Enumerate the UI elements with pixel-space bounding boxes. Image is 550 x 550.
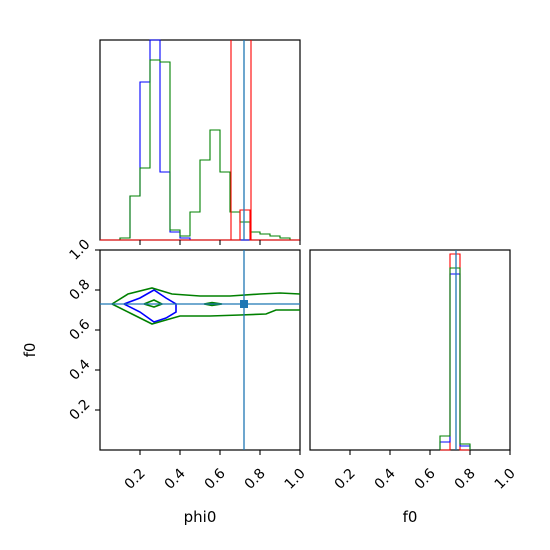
- f0-hist-blue: [439, 273, 471, 450]
- phi0-hist-green: [100, 59, 300, 241]
- f0-y-tick-label-0: 0.2: [66, 396, 93, 423]
- truth-marker: [240, 300, 248, 308]
- y-axis-title-f0: f0: [21, 343, 39, 358]
- f0-y-tick-label-2: 0.6: [66, 316, 93, 343]
- f0-x-tick-label-2: 0.6: [412, 466, 439, 493]
- f0-x-tick-label-0: 0.2: [332, 466, 359, 493]
- f0-histogram-panel: 0.2 0.4 0.6 0.8 1.0: [309, 249, 519, 493]
- x-axis-title-phi0: phi0: [184, 508, 217, 526]
- phi0-histogram-panel: [99, 39, 301, 245]
- phi0-x-tick-label-3: 0.8: [242, 466, 269, 493]
- f0-x-tick-label-3: 0.8: [452, 466, 479, 493]
- contour-blue-0: [123, 289, 177, 323]
- phi0-f0-contour-panel: 0.2 0.4 0.6 0.8 1.0 0.2 0.4 0.6 0.8 1.0: [66, 236, 308, 492]
- phi0-x-tick-label-2: 0.6: [202, 466, 229, 493]
- f0-y-tick-label-1: 0.4: [66, 356, 93, 383]
- contour-green-1: [111, 303, 300, 325]
- f0-y-tick-label-3: 0.8: [66, 276, 93, 303]
- phi0-hist-red-tail: [100, 209, 300, 241]
- f0-x-tick-label-4: 1.0: [492, 466, 519, 493]
- x-axis-title-f0: f0: [403, 508, 418, 526]
- f0-x-tick-label-1: 0.4: [372, 466, 399, 493]
- f0-y-tick-label-4: 1.0: [66, 236, 93, 263]
- contour-green-0: [111, 287, 301, 305]
- phi0-x-tick-label-1: 0.4: [162, 466, 189, 493]
- f0-hist-red: [440, 253, 470, 451]
- f0-hist-green: [439, 267, 471, 450]
- phi0-x-tick-label-4: 1.0: [282, 466, 309, 493]
- phi0-x-tick-label-0: 0.2: [122, 466, 149, 493]
